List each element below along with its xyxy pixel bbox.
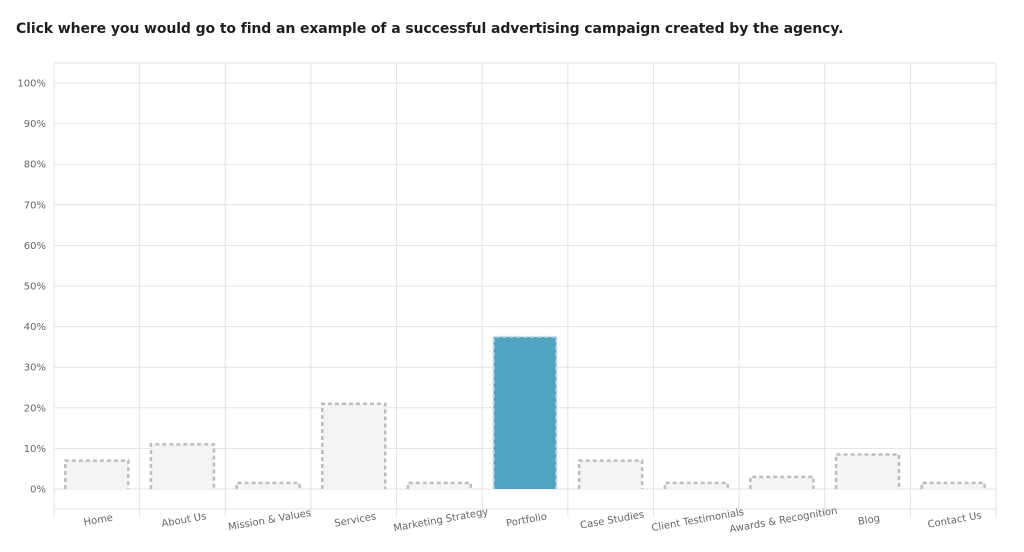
y-tick-label: 20% xyxy=(24,403,46,414)
bar xyxy=(407,482,471,489)
bar-outline xyxy=(492,335,558,489)
y-tick-label: 0% xyxy=(30,485,46,496)
y-tick-label: 70% xyxy=(24,200,46,211)
bar-outline xyxy=(920,481,986,489)
bar-outline xyxy=(235,481,301,489)
category-label: Home xyxy=(83,513,114,529)
y-tick-label: 100% xyxy=(17,79,46,90)
category-label: Mission & Values xyxy=(227,508,312,533)
y-tick-label: 50% xyxy=(24,282,46,293)
bar xyxy=(664,482,728,489)
y-tick-label: 80% xyxy=(24,160,46,171)
bar xyxy=(921,482,985,489)
bar xyxy=(579,460,643,489)
bar-outline xyxy=(749,475,815,489)
y-tick-label: 90% xyxy=(24,119,46,130)
question-prompt: Click where you would go to find an exam… xyxy=(16,21,844,37)
bar xyxy=(750,476,814,489)
bar xyxy=(150,444,214,489)
y-tick-label: 40% xyxy=(24,322,46,333)
bar-outline xyxy=(577,459,644,489)
category-label: Case Studies xyxy=(579,509,645,531)
bar xyxy=(836,454,900,489)
bar-outline xyxy=(149,443,216,489)
bar-outline xyxy=(64,459,130,489)
category-label: Marketing Strategy xyxy=(393,507,489,534)
category-label: Services xyxy=(334,511,377,529)
bar-outline xyxy=(663,481,730,489)
bar-outline xyxy=(834,453,901,489)
bar xyxy=(322,403,386,489)
category-label: Blog xyxy=(857,513,881,528)
bar-outline xyxy=(320,402,387,489)
y-tick-label: 60% xyxy=(24,241,46,252)
y-tick-label: 10% xyxy=(24,444,46,455)
category-label: Awards & Recognition xyxy=(729,506,839,536)
category-label: Portfolio xyxy=(505,512,547,530)
category-label: About Us xyxy=(161,511,208,530)
category-label: Contact Us xyxy=(927,510,983,530)
bar xyxy=(65,460,129,489)
bar-highlighted xyxy=(493,336,557,489)
bar xyxy=(236,482,300,489)
bar-outline xyxy=(406,481,473,489)
y-tick-label: 30% xyxy=(24,363,46,374)
